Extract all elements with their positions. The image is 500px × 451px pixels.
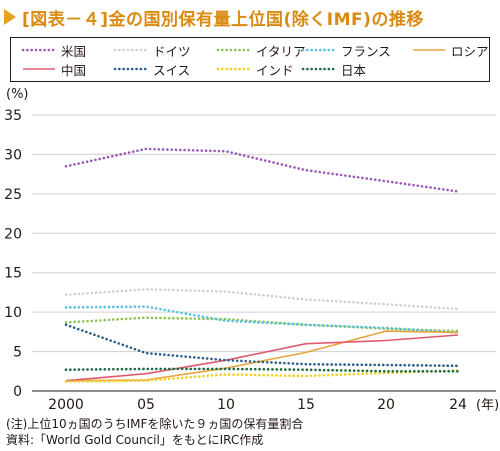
legend-swatch-1 xyxy=(113,48,149,52)
legend-swatch-5 xyxy=(23,68,55,70)
y-tick-label-10: 10 xyxy=(4,305,22,321)
legend-swatch-3 xyxy=(301,48,337,52)
series-line-0 xyxy=(64,147,460,193)
legend-item-0: 米国 xyxy=(21,41,86,59)
y-tick-label-0: 0 xyxy=(13,384,22,400)
legend-item-3: フランス xyxy=(301,41,391,59)
chart-title-row: [図表－４]金の国別保有量上位国(除くIMF)の推移 xyxy=(4,4,424,30)
x-tick-label-24: 24 xyxy=(449,397,467,413)
legend-label-4: ロシア xyxy=(451,43,489,59)
legend-label-0: 米国 xyxy=(61,43,87,59)
legend-swatch-6 xyxy=(113,67,149,71)
x-axis-unit-label: (年) xyxy=(476,398,499,413)
y-tick-label-15: 15 xyxy=(4,266,22,282)
legend-item-8: 日本 xyxy=(301,60,366,78)
legend-swatch-4 xyxy=(413,49,445,51)
x-tick-label-10: 10 xyxy=(217,397,235,413)
legend-item-1: ドイツ xyxy=(113,41,191,59)
footnote-note: (注)上位10ヵ国のうちIMFを除いた９ヵ国の保有量割合 xyxy=(6,417,304,431)
y-axis-unit-label: (%) xyxy=(6,87,29,102)
y-tick-label-35: 35 xyxy=(4,108,22,124)
series-line-2 xyxy=(64,316,460,333)
x-tick-label-15: 15 xyxy=(297,397,315,413)
legend-label-8: 日本 xyxy=(341,62,367,78)
y-tick-label-30: 30 xyxy=(4,147,22,163)
legend-label-7: インド xyxy=(256,62,294,78)
footnote-source: 資料:「World Gold Council」をもとにIRC作成 xyxy=(6,433,264,447)
series-line-7 xyxy=(64,369,460,383)
legend-item-4: ロシア xyxy=(411,41,489,59)
legend-item-7: インド xyxy=(216,60,294,78)
series-line-8 xyxy=(64,367,460,373)
legend: 米国 ドイツ イタリア フランス ロシア中国 スイス インド 日本 xyxy=(10,37,490,82)
legend-label-6: スイス xyxy=(153,62,191,78)
series-line-5 xyxy=(65,334,459,382)
y-tick-label-20: 20 xyxy=(4,226,22,242)
legend-swatch-7 xyxy=(216,67,252,71)
series-line-4 xyxy=(65,330,459,382)
legend-label-5: 中国 xyxy=(61,62,87,78)
legend-swatch-8 xyxy=(301,67,337,71)
legend-item-2: イタリア xyxy=(216,41,306,59)
x-tick-label-05: 05 xyxy=(137,397,155,413)
series-line-6 xyxy=(64,323,460,368)
x-tick-label-20: 20 xyxy=(377,397,395,413)
legend-swatch-0 xyxy=(21,48,57,52)
legend-item-5: 中国 xyxy=(21,60,86,78)
title-triangle-icon xyxy=(4,9,16,25)
x-tick-label-2000: 2000 xyxy=(48,397,84,413)
legend-swatch-2 xyxy=(216,48,252,52)
legend-label-2: イタリア xyxy=(256,43,306,59)
legend-label-3: フランス xyxy=(341,43,391,59)
y-tick-label-25: 25 xyxy=(4,187,22,203)
y-tick-label-5: 5 xyxy=(13,345,22,361)
series-line-3 xyxy=(64,305,460,334)
series-line-1 xyxy=(64,287,460,311)
chart-title: [図表－４]金の国別保有量上位国(除くIMF)の推移 xyxy=(22,9,424,30)
legend-label-1: ドイツ xyxy=(153,43,191,59)
legend-item-6: スイス xyxy=(113,60,190,78)
